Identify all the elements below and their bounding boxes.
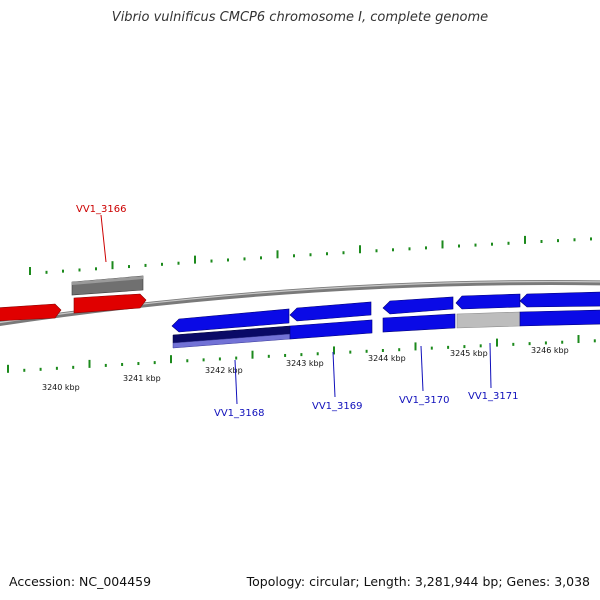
inner-tick-track — [7, 335, 596, 373]
gene-reverse-3169-b[interactable] — [289, 319, 373, 340]
gene-reverse-3169[interactable] — [289, 301, 372, 322]
gene-3171-light[interactable] — [456, 311, 521, 329]
gene-reverse-3172[interactable] — [519, 291, 600, 308]
gene-forward-3166[interactable] — [73, 293, 147, 314]
scale-label-3240: 3240 kbp — [42, 383, 80, 392]
leader-3169 — [332, 351, 336, 398]
leader-3170 — [420, 345, 424, 392]
scale-label-3243: 3243 kbp — [286, 359, 324, 368]
gene-reverse-3168[interactable] — [171, 308, 290, 333]
gene-3166-pseudo-sheen — [72, 276, 143, 285]
gene-label-3170[interactable]: VV1_3170 — [399, 395, 450, 406]
gene-label-3169[interactable]: VV1_3169 — [312, 401, 363, 412]
leader-3171 — [489, 342, 492, 389]
genome-title: Vibrio vulnificus CMCP6 chromosome I, co… — [111, 10, 489, 25]
gene-reverse-3170-b[interactable] — [382, 313, 456, 333]
outer-tick-track — [29, 235, 592, 275]
scale-label-3244: 3244 kbp — [368, 354, 406, 363]
scale-label-3241: 3241 kbp — [123, 374, 161, 383]
gene-label-3166[interactable]: VV1_3166 — [76, 204, 127, 215]
gene-label-3171[interactable]: VV1_3171 — [468, 391, 519, 402]
scale-label-3246: 3246 kbp — [531, 346, 569, 355]
leader-3166 — [100, 214, 107, 263]
accession-text: Accession: NC_004459 — [9, 574, 152, 589]
gene-forward-0[interactable] — [0, 303, 62, 322]
gene-label-3168[interactable]: VV1_3168 — [214, 408, 265, 419]
gene-reverse-3170[interactable] — [382, 296, 454, 315]
topology-stats-text: Topology: circular; Length: 3,281,944 bp… — [246, 574, 590, 589]
scale-label-3242: 3242 kbp — [205, 366, 243, 375]
gene-reverse-3172-b[interactable] — [519, 309, 600, 327]
leader-3168 — [234, 359, 238, 405]
scale-label-3245: 3245 kbp — [450, 349, 488, 358]
gene-reverse-3171[interactable] — [455, 293, 521, 310]
